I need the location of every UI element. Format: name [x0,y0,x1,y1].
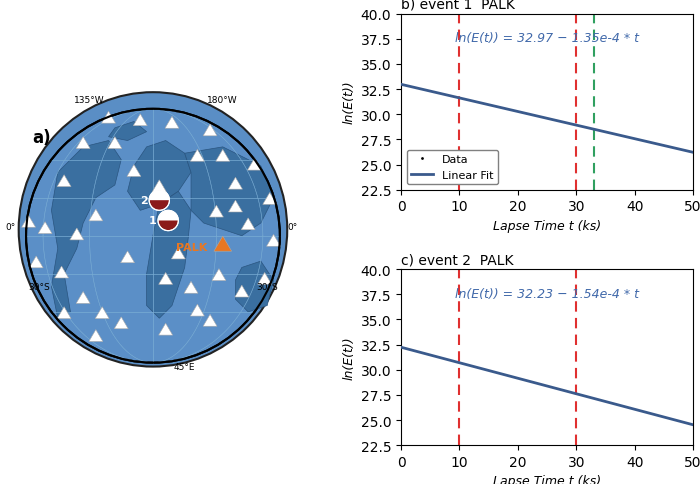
Text: 30°S: 30°S [256,283,278,291]
Polygon shape [212,269,226,281]
Polygon shape [127,165,141,177]
Text: c) event 2  PALK: c) event 2 PALK [401,253,514,267]
Text: a): a) [32,129,51,147]
Polygon shape [120,251,134,263]
X-axis label: Lapse Time t (ks): Lapse Time t (ks) [493,220,601,232]
Polygon shape [76,137,90,149]
Polygon shape [114,317,128,329]
X-axis label: Lapse Time t (ks): Lapse Time t (ks) [493,474,601,484]
Polygon shape [159,273,173,285]
Polygon shape [235,261,274,312]
Text: PALK: PALK [176,242,207,253]
Polygon shape [38,222,52,234]
Polygon shape [89,210,103,221]
Polygon shape [258,273,272,285]
Polygon shape [57,307,71,319]
Y-axis label: ln(E(t)): ln(E(t)) [342,81,355,124]
Polygon shape [146,192,191,318]
Polygon shape [158,211,178,221]
Polygon shape [108,122,146,141]
Polygon shape [102,112,116,124]
Text: ln(E(t)) = 32.23 − 1.54e-4 * t: ln(E(t)) = 32.23 − 1.54e-4 * t [455,287,639,300]
Polygon shape [127,141,191,211]
Text: 0°: 0° [288,223,298,232]
Polygon shape [57,175,71,187]
Ellipse shape [19,93,287,367]
Polygon shape [76,292,90,304]
Text: 45°E: 45°E [174,362,195,371]
Polygon shape [149,191,169,201]
Ellipse shape [26,109,280,363]
Polygon shape [267,235,281,247]
Polygon shape [209,206,223,218]
Polygon shape [234,286,248,297]
Text: 135°W: 135°W [74,96,105,105]
Legend: Data, Linear Fit: Data, Linear Fit [407,151,498,185]
Polygon shape [153,181,167,192]
Polygon shape [184,282,198,294]
Polygon shape [214,237,232,252]
Polygon shape [22,216,36,228]
Text: 0°: 0° [6,223,16,232]
Circle shape [149,191,169,211]
Polygon shape [248,159,262,171]
Polygon shape [29,257,43,268]
Polygon shape [203,125,217,136]
Polygon shape [95,307,109,319]
Polygon shape [262,193,276,205]
Polygon shape [133,115,147,126]
Text: 2: 2 [140,196,148,206]
Polygon shape [108,137,122,149]
Polygon shape [216,150,230,162]
Y-axis label: ln(E(t)): ln(E(t)) [342,335,355,379]
Text: 30°S: 30°S [28,283,50,291]
Polygon shape [203,315,217,327]
Text: ln(E(t)) = 32.97 − 1.35e-4 * t: ln(E(t)) = 32.97 − 1.35e-4 * t [455,32,639,45]
Polygon shape [89,330,103,342]
Polygon shape [190,150,204,162]
Polygon shape [165,117,179,129]
Polygon shape [185,148,274,236]
Polygon shape [241,218,255,230]
Polygon shape [228,201,242,212]
Polygon shape [51,141,121,318]
Polygon shape [70,228,84,241]
Circle shape [158,211,178,231]
Polygon shape [228,178,242,190]
Polygon shape [172,248,186,259]
Text: b) event 1  PALK: b) event 1 PALK [401,0,515,12]
Text: 1: 1 [149,216,157,226]
Polygon shape [190,304,204,317]
Text: 180°W: 180°W [207,96,238,105]
Polygon shape [159,324,173,335]
Polygon shape [55,267,69,278]
